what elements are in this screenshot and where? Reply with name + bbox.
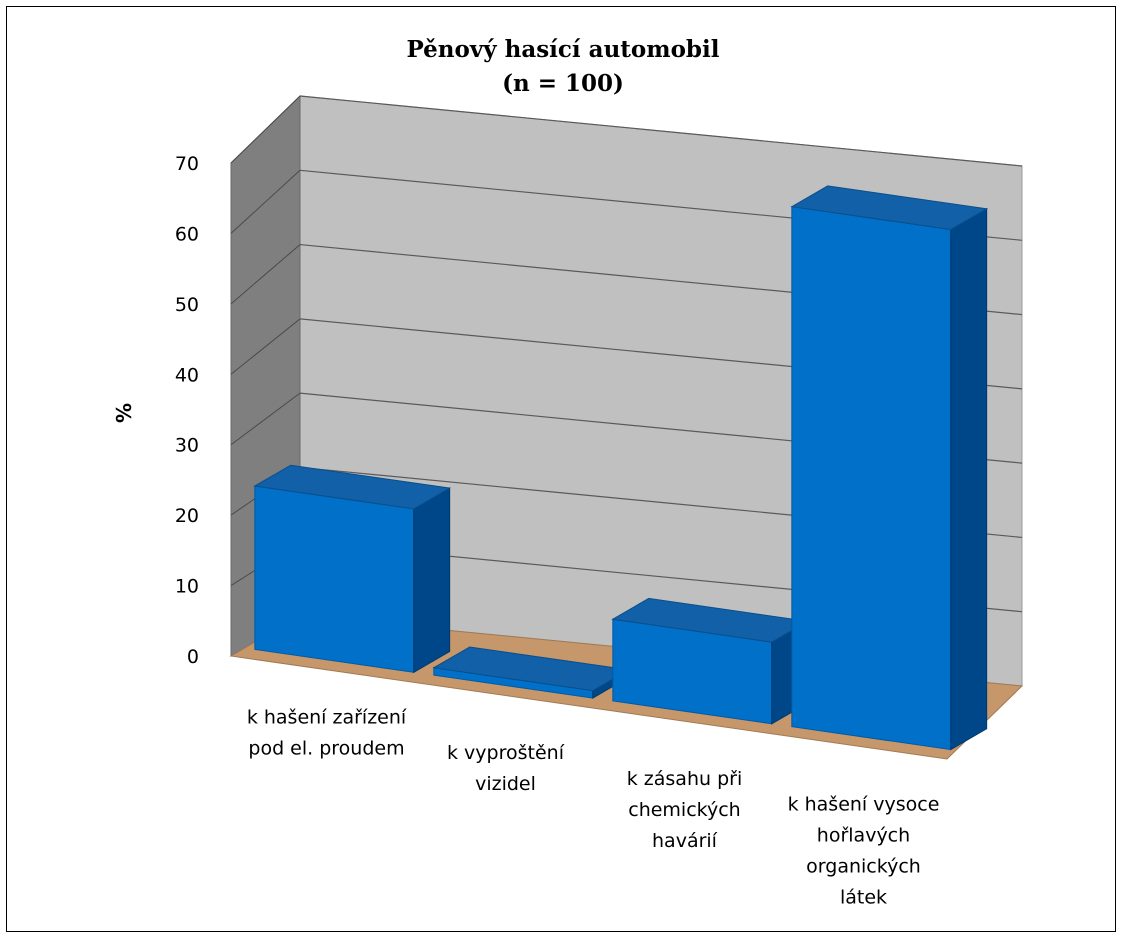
category-label-line: pod el. proudem — [248, 737, 404, 759]
bar-front — [791, 206, 952, 751]
y-axis-label: % — [112, 403, 136, 423]
bar-side — [950, 207, 988, 751]
gridline — [299, 95, 1023, 167]
gridline-side — [230, 392, 301, 446]
chart-frame: 0 10 20 30 40 50 60 70 k hašení zařízení pod el.… — [6, 6, 1116, 932]
category-label: k hašení zařízení pod el. proudem — [247, 706, 407, 759]
category-label: k zásahu při chemických havárií — [627, 768, 742, 852]
category-label-line: látek — [840, 887, 887, 909]
y-tick-label: 70 — [175, 153, 199, 175]
category-labels: k hašení zařízení pod el. proudem k vyproš… — [247, 706, 940, 908]
gridline-side — [230, 95, 301, 164]
category-label-line: chemických — [628, 799, 740, 821]
y-tick-label: 50 — [175, 294, 199, 316]
category-label-line: k hašení vysoce — [788, 794, 940, 816]
bar-side — [413, 487, 451, 674]
gridline-side — [230, 244, 301, 305]
category-label: k hašení vysoce hořlavých organických látek — [788, 794, 940, 909]
gridline-side — [230, 318, 301, 375]
category-label-line: k hašení zařízení — [247, 706, 407, 728]
gridline-side — [230, 169, 301, 234]
category-label-line: k vyproštění — [447, 742, 565, 764]
bar-top — [253, 464, 452, 510]
chart-subtitle: (n = 100) — [502, 70, 624, 97]
category-label: k vyproštění vizidel — [447, 742, 565, 795]
y-tick-label: 30 — [175, 435, 199, 457]
category-label-line: organických — [806, 856, 921, 878]
bar — [611, 597, 810, 725]
chart-svg: 0 10 20 30 40 50 60 70 k hašení zařízení pod el.… — [112, 36, 1024, 909]
category-label-line: havárií — [652, 830, 718, 852]
bar — [790, 185, 989, 751]
bar-front — [254, 485, 415, 673]
y-tick-label: 0 — [187, 646, 199, 668]
y-tick-label: 10 — [175, 576, 199, 598]
category-label-line: k zásahu při — [627, 768, 742, 790]
y-tick-label: 20 — [175, 505, 199, 527]
y-axis-ticks: 0 10 20 30 40 50 60 70 — [175, 153, 199, 668]
bar-top — [790, 185, 989, 231]
bar — [432, 646, 631, 699]
y-tick-label: 40 — [175, 364, 199, 386]
y-tick-label: 60 — [175, 223, 199, 245]
bars — [253, 185, 989, 751]
bar — [253, 464, 452, 674]
category-label-line: vizidel — [475, 773, 536, 795]
chart-title: Pěnový hasící automobil — [407, 36, 720, 63]
category-label-line: hořlavých — [817, 825, 910, 847]
